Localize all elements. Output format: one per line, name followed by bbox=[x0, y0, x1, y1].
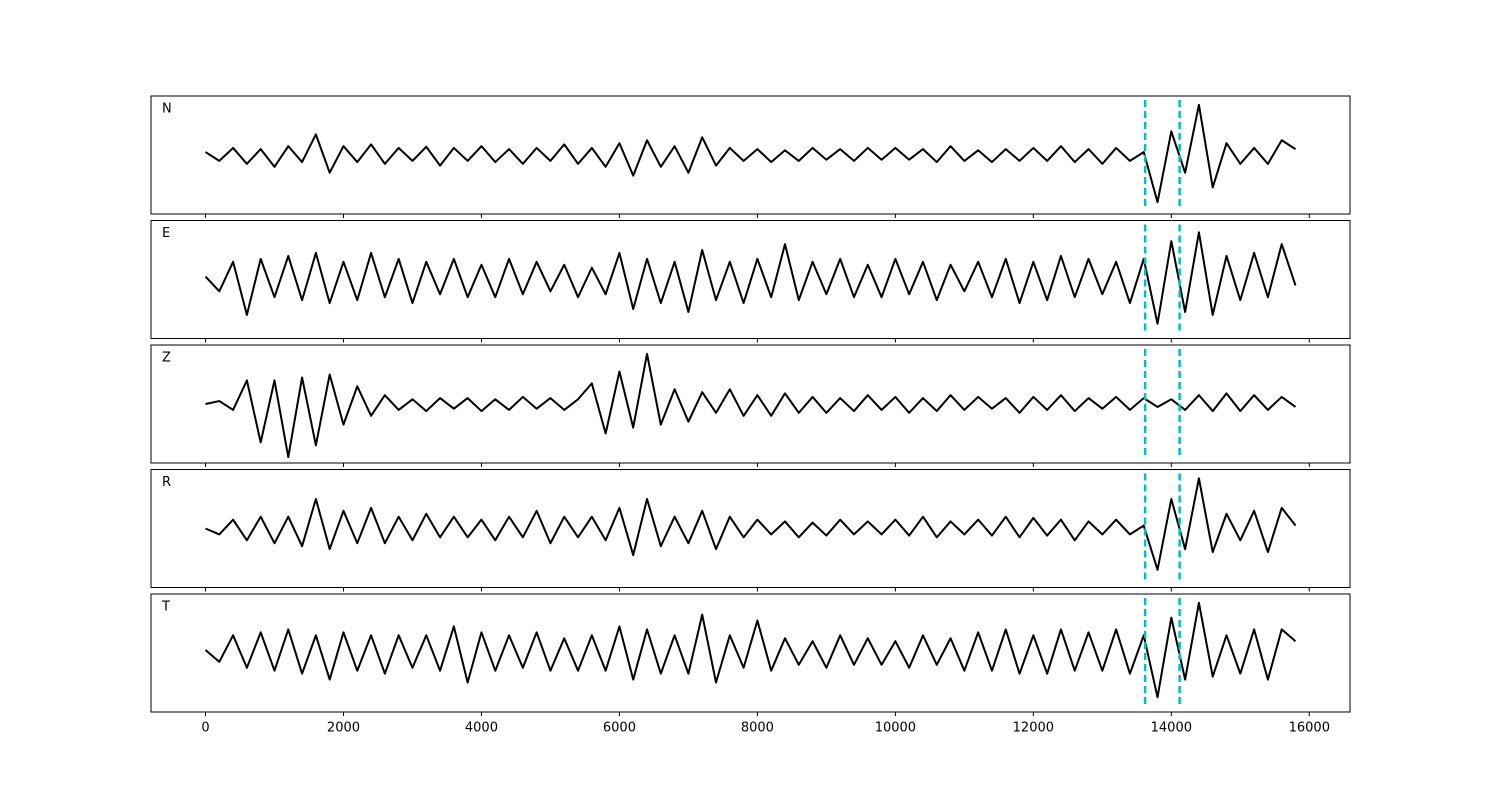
panel-label: N bbox=[162, 102, 172, 117]
x-tick-label: 4000 bbox=[465, 721, 498, 736]
panel-label: Z bbox=[162, 351, 171, 366]
trace bbox=[204, 103, 1297, 204]
panel-frame bbox=[150, 95, 1351, 215]
panel-frame bbox=[150, 593, 1351, 713]
panel-frame bbox=[150, 469, 1351, 588]
trace bbox=[205, 352, 1297, 459]
panel-label: R bbox=[162, 475, 171, 490]
x-tick-label: 12000 bbox=[1013, 721, 1054, 736]
trace bbox=[205, 477, 1297, 571]
x-tick-label: 10000 bbox=[875, 721, 916, 736]
x-tick-label: 2000 bbox=[327, 721, 360, 736]
panel-label: E bbox=[162, 226, 170, 241]
x-tick-label: 0 bbox=[201, 721, 209, 736]
panel-frame bbox=[150, 344, 1351, 464]
x-tick-label: 14000 bbox=[1151, 721, 1192, 736]
x-tick-label: 6000 bbox=[603, 721, 636, 736]
panel-label: T bbox=[161, 600, 170, 615]
trace bbox=[204, 231, 1297, 325]
x-tick-label: 16000 bbox=[1289, 721, 1330, 736]
x-tick-label: 8000 bbox=[741, 721, 774, 736]
panel-frame bbox=[150, 220, 1351, 339]
trace bbox=[204, 601, 1297, 699]
